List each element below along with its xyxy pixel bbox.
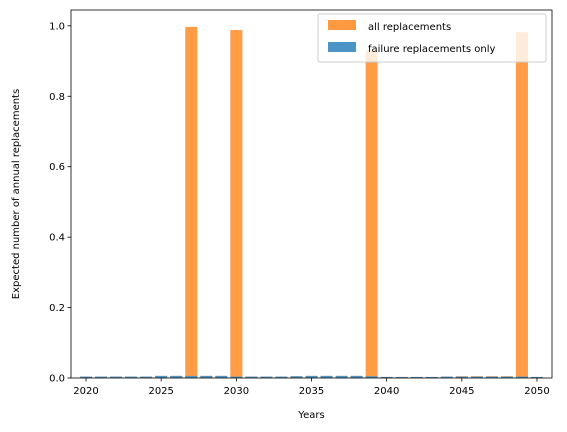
bar-failure-replacements-only-2043: [425, 376, 438, 378]
bar-failure-replacements-only-2032: [260, 376, 273, 378]
y-tick-label: 0.8: [49, 92, 65, 103]
y-tick-label: 1.0: [49, 21, 65, 32]
bar-failure-replacements-only-2037: [335, 375, 348, 378]
legend-frame: [317, 13, 547, 63]
bar-failure-replacements-only-2028: [200, 375, 213, 378]
y-tick-label: 0.6: [49, 162, 65, 173]
bar-all-replacements-2049: [515, 32, 528, 378]
bar-failure-replacements-only-2035: [305, 375, 318, 378]
bar-failure-replacements-only-2042: [410, 376, 423, 378]
y-axis-ticks: 0.0 0.2 0.4 0.6 0.8 1.0: [49, 21, 71, 385]
legend-swatch-failure-replacements-only: [328, 42, 356, 52]
bar-failure-replacements-only-2041: [395, 376, 408, 378]
bar-failure-replacements-only-2025: [155, 375, 168, 378]
bar-failure-replacements-only-2040: [380, 376, 393, 378]
bar-failure-replacements-only-2038: [350, 375, 363, 378]
bar-failure-replacements-only-2048: [500, 376, 513, 378]
x-tick-label: 2020: [73, 386, 98, 397]
bar-failure-replacements-only-2033: [275, 376, 288, 378]
x-tick-label: 2045: [449, 386, 474, 397]
bar-failure-replacements-only-2020: [80, 376, 93, 378]
bar-failure-replacements-only-2022: [110, 376, 123, 378]
bar-failure-replacements-only-2050: [530, 376, 543, 378]
x-axis-ticks: 2020 2025 2030 2035 2040 2045 2050: [73, 378, 550, 397]
bar-layer: [80, 26, 543, 379]
bar-failure-replacements-only-2044: [440, 376, 453, 378]
bar-failure-replacements-only-2030: [230, 376, 243, 378]
x-tick-label: 2025: [148, 386, 173, 397]
bar-all-replacements-2030: [230, 30, 243, 378]
bar-all-replacements-2027: [185, 26, 198, 379]
y-tick-label: 0.0: [49, 374, 65, 385]
y-tick-label: 0.2: [49, 303, 65, 314]
x-tick-label: 2050: [524, 386, 549, 397]
legend-label-failure-replacements-only: failure replacements only: [368, 44, 495, 55]
bar-failure-replacements-only-2034: [290, 376, 303, 378]
x-tick-label: 2035: [299, 386, 324, 397]
bar-failure-replacements-only-2049: [515, 376, 528, 378]
bar-failure-replacements-only-2021: [95, 376, 108, 378]
x-tick-label: 2030: [224, 386, 249, 397]
bar-failure-replacements-only-2023: [125, 376, 138, 378]
bar-failure-replacements-only-2031: [245, 376, 258, 378]
bar-failure-replacements-only-2036: [320, 375, 333, 378]
bar-failure-replacements-only-2039: [365, 376, 378, 378]
x-axis-label: Years: [297, 410, 324, 421]
bar-failure-replacements-only-2027: [185, 375, 198, 378]
bar-failure-replacements-only-2047: [485, 376, 498, 378]
legend: all replacements failure replacements on…: [317, 13, 547, 63]
bar-failure-replacements-only-2026: [170, 375, 183, 378]
bar-failure-replacements-only-2029: [215, 375, 228, 378]
bar-failure-replacements-only-2045: [455, 376, 468, 378]
y-axis-label: Expected number of annual replacements: [11, 89, 22, 299]
bar-all-replacements-2039: [365, 50, 378, 378]
y-tick-label: 0.4: [49, 233, 65, 244]
bar-failure-replacements-only-2046: [470, 376, 483, 378]
legend-label-all-replacements: all replacements: [368, 22, 451, 33]
x-tick-label: 2040: [374, 386, 399, 397]
legend-swatch-all-replacements: [328, 20, 356, 30]
bar-failure-replacements-only-2024: [140, 376, 153, 378]
